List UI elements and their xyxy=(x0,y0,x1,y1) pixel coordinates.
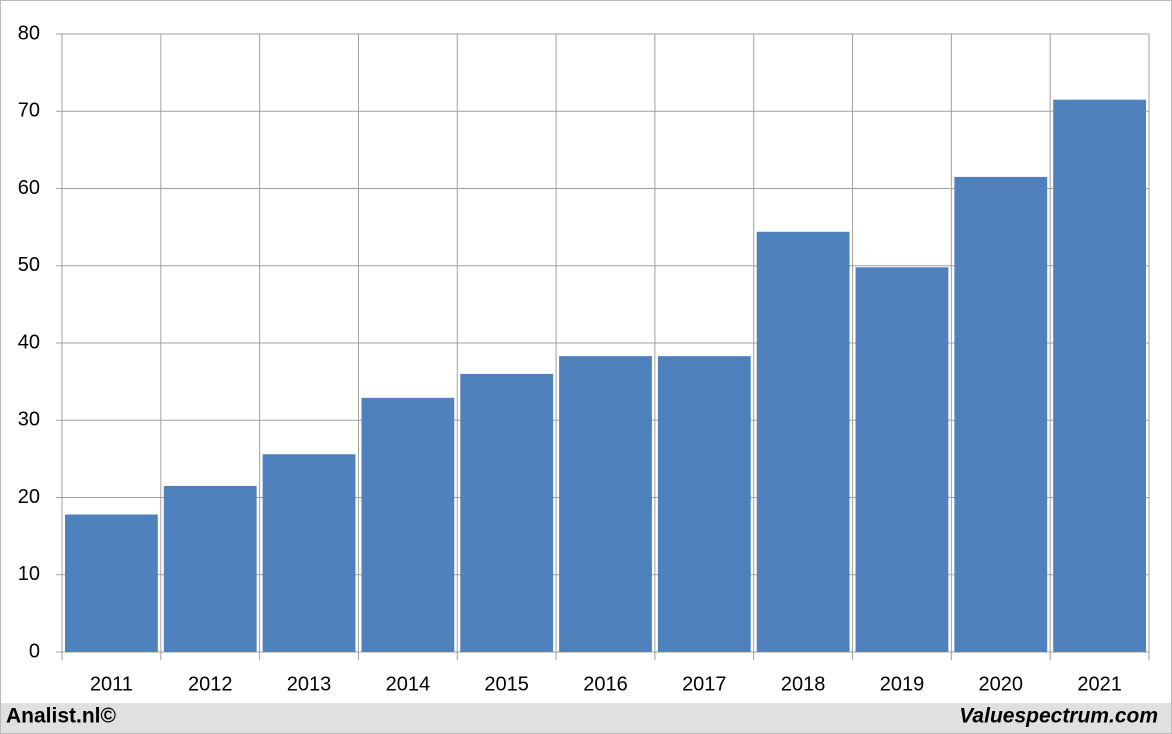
bar xyxy=(559,356,652,652)
bar xyxy=(657,356,751,652)
bar xyxy=(1053,99,1146,653)
x-tick-label: 2012 xyxy=(188,673,233,695)
x-tick-label: 2011 xyxy=(90,673,133,695)
x-tick-label: 2020 xyxy=(979,673,1024,695)
x-tick-label: 2017 xyxy=(682,673,727,695)
x-tick-label: 2019 xyxy=(880,673,925,695)
source-left: Analist.nl© xyxy=(6,705,117,728)
footer-band xyxy=(1,703,1171,733)
bar xyxy=(756,231,850,652)
x-tick-label: 2021 xyxy=(1077,673,1122,695)
y-tick-label: 20 xyxy=(18,486,40,508)
x-tick-label: 2013 xyxy=(287,673,332,695)
bar xyxy=(460,373,554,652)
x-tick-label: 2014 xyxy=(386,673,431,695)
x-tick-label: 2016 xyxy=(583,673,628,695)
bar xyxy=(954,176,1048,652)
y-tick-label: 40 xyxy=(18,331,40,353)
y-tick-label: 30 xyxy=(18,409,40,431)
y-tick-label: 0 xyxy=(29,640,40,662)
bar xyxy=(855,267,949,652)
y-tick-label: 80 xyxy=(18,22,40,44)
y-tick-label: 10 xyxy=(18,563,40,585)
bar xyxy=(361,397,455,652)
bar xyxy=(262,454,356,652)
x-tick-label: 2015 xyxy=(484,673,529,695)
bar xyxy=(163,485,257,652)
y-tick-label: 60 xyxy=(18,177,40,199)
y-tick-label: 70 xyxy=(18,100,40,122)
y-tick-label: 50 xyxy=(18,254,40,276)
x-tick-label: 2018 xyxy=(781,673,826,695)
bar xyxy=(65,514,158,652)
source-right: Valuespectrum.com xyxy=(959,705,1158,728)
